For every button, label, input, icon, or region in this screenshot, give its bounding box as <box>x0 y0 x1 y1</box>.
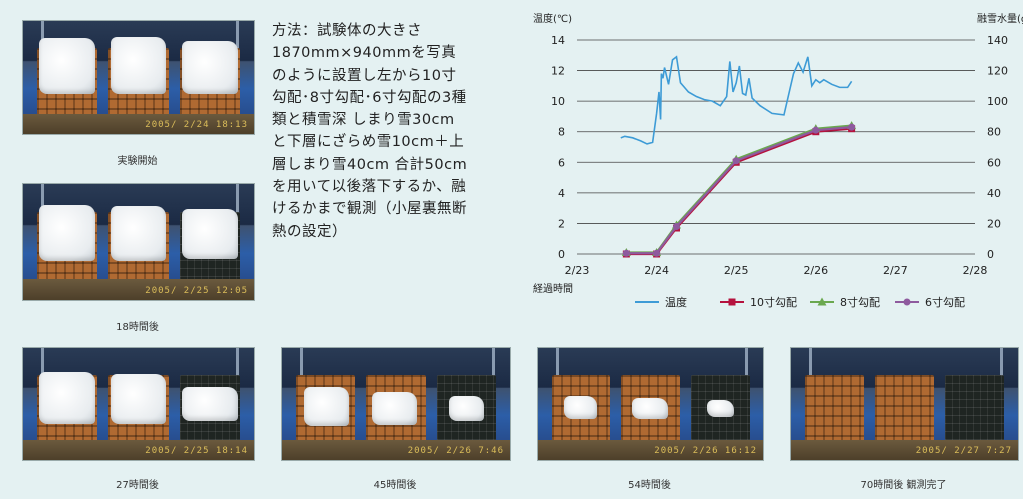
y-left-tick-label: 6 <box>558 156 565 169</box>
photo-caption: 18時間後 <box>116 322 159 333</box>
legend-label: 温度 <box>665 295 687 309</box>
data-point <box>653 249 661 257</box>
y-right-tick-label: 120 <box>987 65 1008 78</box>
x-axis-label: 経過時間 <box>533 282 573 295</box>
legend-label: 10寸勾配 <box>750 295 797 309</box>
chart-legend: 温度 10寸勾配 8寸勾配 6寸勾配 <box>635 295 965 309</box>
y-left-tick-label: 14 <box>551 34 565 47</box>
x-tick-label: 2/24 <box>644 264 669 277</box>
y-right-tick-label: 40 <box>987 187 1001 200</box>
method-description: 方法：試験体の大きさ1870mm×940mmを写真のように設置し左から10寸勾配… <box>272 23 468 240</box>
y-right-tick-label: 60 <box>987 156 1001 169</box>
data-point <box>622 249 630 257</box>
photo-timestamp: 2005/ 2/26 16:12 <box>654 446 757 456</box>
photo-45h: 2005/ 2/26 7:46 <box>281 347 511 461</box>
photo-caption: 実験開始 <box>117 156 158 167</box>
photo-caption: 27時間後 <box>116 480 159 491</box>
chart-series <box>620 55 857 258</box>
photo-timestamp: 2005/ 2/25 12:05 <box>145 286 248 296</box>
photo-timestamp: 2005/ 2/26 7:46 <box>407 446 504 456</box>
series-line <box>626 126 852 255</box>
x-tick-label: 2/25 <box>724 264 749 277</box>
photo-70h: 2005/ 2/27 7:27 <box>790 347 1019 461</box>
series-line <box>620 55 853 145</box>
legend-label: 6寸勾配 <box>925 295 965 309</box>
photo-timestamp: 2005/ 2/27 7:27 <box>915 446 1012 456</box>
y-left-tick-label: 12 <box>551 65 565 78</box>
series-line <box>626 124 852 254</box>
y-left-tick-label: 8 <box>558 126 565 139</box>
photo-caption: 45時間後 <box>373 480 417 491</box>
y-right-tick-label: 20 <box>987 217 1001 230</box>
y-left-tick-label: 2 <box>558 217 565 230</box>
photo-timestamp: 2005/ 2/24 18:13 <box>145 120 248 130</box>
x-tick-label: 2/26 <box>803 264 828 277</box>
y-left-tick-label: 4 <box>558 187 565 200</box>
data-point <box>848 123 856 131</box>
y-right-tick-label: 80 <box>987 126 1001 139</box>
data-point <box>673 222 680 230</box>
photo-caption: 70時間後 観測完了 <box>860 480 947 491</box>
legend-label: 8寸勾配 <box>840 295 880 309</box>
photo-start: 2005/ 2/24 18:13 <box>22 20 255 135</box>
photo-timestamp: 2005/ 2/25 18:14 <box>145 446 248 456</box>
y-left-tick-label: 0 <box>558 248 565 261</box>
data-point <box>812 126 820 134</box>
y-right-tick-label: 140 <box>987 34 1008 47</box>
series-line <box>626 127 852 256</box>
photo-18h: 2005/ 2/25 12:05 <box>22 183 255 301</box>
photo-27h: 2005/ 2/25 18:14 <box>22 347 255 461</box>
y-right-tick-label: 0 <box>987 248 994 261</box>
chart-grid <box>577 39 975 255</box>
y-left-tick-label: 10 <box>551 95 565 108</box>
legend-marker <box>903 298 911 306</box>
data-point <box>732 157 740 165</box>
legend-marker <box>728 298 736 306</box>
photo-54h: 2005/ 2/26 16:12 <box>537 347 764 461</box>
photo-caption: 54時間後 <box>628 480 671 491</box>
x-tick-label: 2/28 <box>963 264 988 277</box>
x-tick-label: 2/23 <box>565 264 590 277</box>
y-right-tick-label: 100 <box>987 95 1008 108</box>
legend-marker <box>817 297 827 306</box>
x-tick-label: 2/27 <box>883 264 908 277</box>
y-right-axis-label: 融雪水量(g <box>977 13 1023 25</box>
y-left-axis-label: 温度(℃) <box>533 12 572 25</box>
